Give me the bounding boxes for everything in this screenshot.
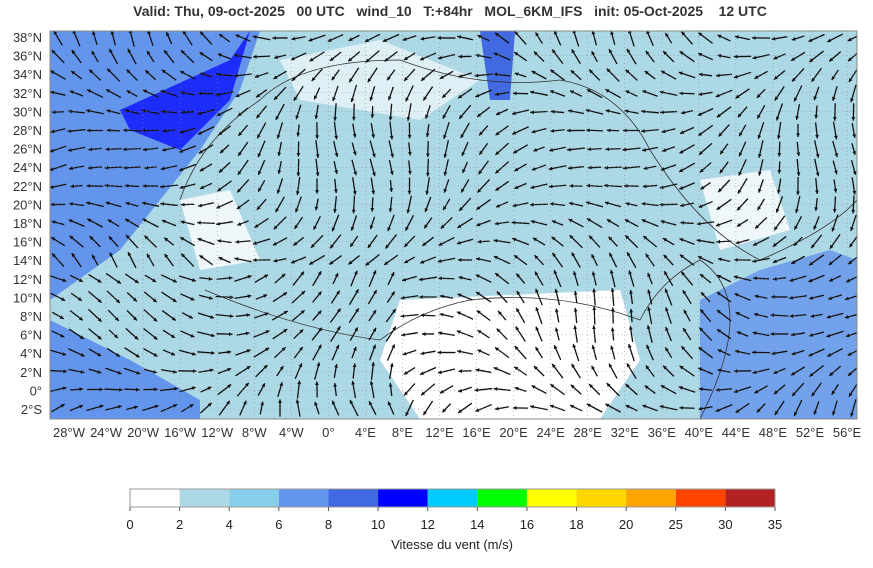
colorbar-tick-label: 25 — [669, 517, 683, 532]
lon-label: 32°E — [611, 425, 640, 440]
colorbar-tick-label: 2 — [176, 517, 183, 532]
lat-label: 24°N — [13, 160, 42, 175]
lon-label: 24°W — [90, 425, 123, 440]
colorbar-bin — [725, 489, 775, 507]
lat-label: 8°N — [20, 309, 42, 324]
colorbar-tick-label: 4 — [226, 517, 233, 532]
colorbar-bin — [378, 489, 428, 507]
colorbar-bin — [229, 489, 279, 507]
lon-label: 52°E — [796, 425, 825, 440]
lon-label: 20°W — [127, 425, 160, 440]
land-calm — [380, 290, 640, 419]
colorbar-bin — [279, 489, 329, 507]
colorbar-tick-label: 14 — [470, 517, 484, 532]
colorbar-bin — [577, 489, 627, 507]
lon-label: 44°E — [722, 425, 751, 440]
lat-label: 36°N — [13, 49, 42, 64]
lon-label: 40°E — [685, 425, 714, 440]
lat-labels: 38°N 36°N 34°N 32°N 30°N 28°N 26°N 24°N 22°N 20°N… — [13, 30, 42, 417]
colorbar-bin — [626, 489, 676, 507]
lat-label: 14°N — [13, 253, 42, 268]
lon-label: 16°E — [462, 425, 491, 440]
lon-label: 16°W — [164, 425, 197, 440]
colorbar-bin — [428, 489, 478, 507]
lat-label: 6°N — [20, 328, 42, 343]
colorbar-label: Vitesse du vent (m/s) — [391, 537, 513, 552]
lon-label: 48°E — [759, 425, 788, 440]
colorbar-tick-label: 30 — [718, 517, 732, 532]
colorbar-tick-label: 18 — [569, 517, 583, 532]
colorbar-tick-label: 20 — [619, 517, 633, 532]
map — [49, 29, 862, 419]
lon-label: 56°E — [833, 425, 862, 440]
lat-label: 12°N — [13, 272, 42, 287]
lat-label: 30°N — [13, 104, 42, 119]
lat-label: 26°N — [13, 142, 42, 157]
lon-label: 12°E — [425, 425, 454, 440]
lon-label: 28°W — [53, 425, 86, 440]
lon-label: 8°E — [392, 425, 413, 440]
colorbar: 0 2 4 6 8 10 12 14 16 18 20 25 30 35 — [126, 489, 782, 532]
lon-label: 4°E — [355, 425, 376, 440]
colorbar-tick-label: 16 — [520, 517, 534, 532]
colorbar-tick-label: 6 — [275, 517, 282, 532]
colorbar-tick-label: 35 — [768, 517, 782, 532]
lat-label: 16°N — [13, 235, 42, 250]
lon-labels: 28°W 24°W 20°W 16°W 12°W 8°W 4°W 0° 4°E 8°E 12°E 16… — [53, 425, 862, 440]
lat-label: 32°N — [13, 86, 42, 101]
lat-label: 4°N — [20, 346, 42, 361]
colorbar-bin — [676, 489, 726, 507]
colorbar-tick-label: 8 — [325, 517, 332, 532]
lon-label: 24°E — [536, 425, 565, 440]
lon-label: 8°W — [242, 425, 267, 440]
lon-label: 36°E — [648, 425, 677, 440]
lat-label: 10°N — [13, 290, 42, 305]
lon-label: 12°W — [201, 425, 234, 440]
lon-label: 28°E — [574, 425, 603, 440]
lon-label: 4°W — [279, 425, 304, 440]
lat-label: 34°N — [13, 67, 42, 82]
colorbar-bin — [328, 489, 378, 507]
colorbar-bin — [130, 489, 180, 507]
lat-label: 0° — [30, 383, 42, 398]
title: Valid: Thu, 09-oct-2025 00 UTC wind_10 T… — [133, 3, 767, 19]
colorbar-bin — [477, 489, 527, 507]
colorbar-tick-label: 10 — [371, 517, 385, 532]
colorbar-bin — [527, 489, 577, 507]
colorbar-bin — [180, 489, 230, 507]
lon-label: 20°E — [499, 425, 528, 440]
lat-label: 38°N — [13, 30, 42, 45]
colorbar-tick-label: 0 — [126, 517, 133, 532]
lat-label: 22°N — [13, 179, 42, 194]
lat-label: 20°N — [13, 197, 42, 212]
lat-label: 18°N — [13, 216, 42, 231]
lon-label: 0° — [322, 425, 334, 440]
lat-label: 2°S — [21, 402, 42, 417]
lat-label: 2°N — [20, 365, 42, 380]
lat-label: 28°N — [13, 123, 42, 138]
colorbar-tick-label: 12 — [420, 517, 434, 532]
